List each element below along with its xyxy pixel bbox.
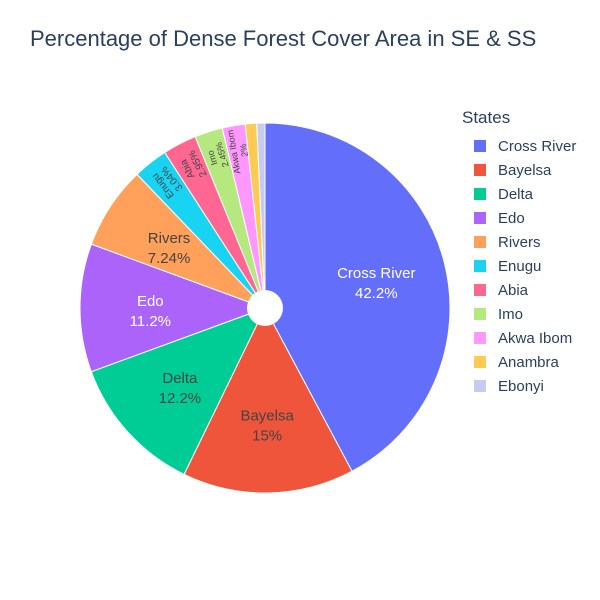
legend-label: Rivers <box>498 233 541 251</box>
pie-center-hole <box>247 290 283 326</box>
legend-item-rivers[interactable]: Rivers <box>460 230 576 254</box>
slice-label-rivers: Rivers 7.24% <box>148 230 191 267</box>
legend-swatch <box>474 332 486 344</box>
legend-title: States <box>462 108 511 127</box>
legend-label: Imo <box>498 305 524 323</box>
legend-item-anambra[interactable]: Anambra <box>460 350 576 374</box>
legend-item-enugu[interactable]: Enugu <box>460 254 576 278</box>
legend-label: Akwa Ibom <box>498 329 573 347</box>
legend-label: Delta <box>498 185 534 203</box>
pie-slice-bayelsa[interactable] <box>183 306 353 494</box>
slice-label-bayelsa: Bayelsa 15% <box>240 408 294 445</box>
legend-item-imo[interactable]: Imo <box>460 302 576 326</box>
legend-item-bayelsa[interactable]: Bayelsa <box>460 158 576 182</box>
legend-swatch <box>474 212 486 224</box>
legend-label: Abia <box>498 281 529 299</box>
slice-label-edo: Edo 11.2% <box>130 293 171 330</box>
legend-swatch <box>474 308 486 320</box>
legend-item-abia[interactable]: Abia <box>460 278 576 302</box>
pie-slices <box>79 122 451 494</box>
legend-label: Cross River <box>498 137 577 155</box>
legend-swatch <box>474 188 486 200</box>
pie-slice-edo[interactable] <box>79 243 267 373</box>
chart-title: Percentage of Dense Forest Cover Area in… <box>30 26 537 51</box>
legend-item-cross-river[interactable]: Cross River <box>460 134 576 158</box>
legend-label: Bayelsa <box>498 161 552 179</box>
slice-label-cross-river: Cross River 42.2% <box>337 265 415 302</box>
legend-swatch <box>474 164 486 176</box>
pie-slice-ebonyi[interactable] <box>256 122 266 309</box>
legend-label: Edo <box>498 209 525 227</box>
legend-swatch <box>474 356 486 368</box>
pie-slice-cross-river[interactable] <box>264 122 451 472</box>
legend-item-akwa-ibom[interactable]: Akwa Ibom <box>460 326 576 350</box>
pie-slice-delta[interactable] <box>90 307 266 476</box>
legend-swatch <box>474 284 486 296</box>
legend-swatch <box>474 380 486 392</box>
legend-label: Ebonyi <box>498 377 544 395</box>
legend-label: Enugu <box>498 257 542 275</box>
legend-label: Anambra <box>498 353 559 371</box>
legend-item-edo[interactable]: Edo <box>460 206 576 230</box>
slice-label-delta: Delta 12.2% <box>159 370 202 407</box>
legend-items: Cross River Bayelsa Delta Edo Rivers Enugu Abi… <box>460 134 576 398</box>
legend-swatch <box>474 260 486 272</box>
legend: States Cross River Bayelsa Delta Edo Rivers E… <box>460 108 576 398</box>
legend-swatch <box>474 140 486 152</box>
legend-item-ebonyi[interactable]: Ebonyi <box>460 374 576 398</box>
legend-swatch <box>474 236 486 248</box>
legend-item-delta[interactable]: Delta <box>460 182 576 206</box>
